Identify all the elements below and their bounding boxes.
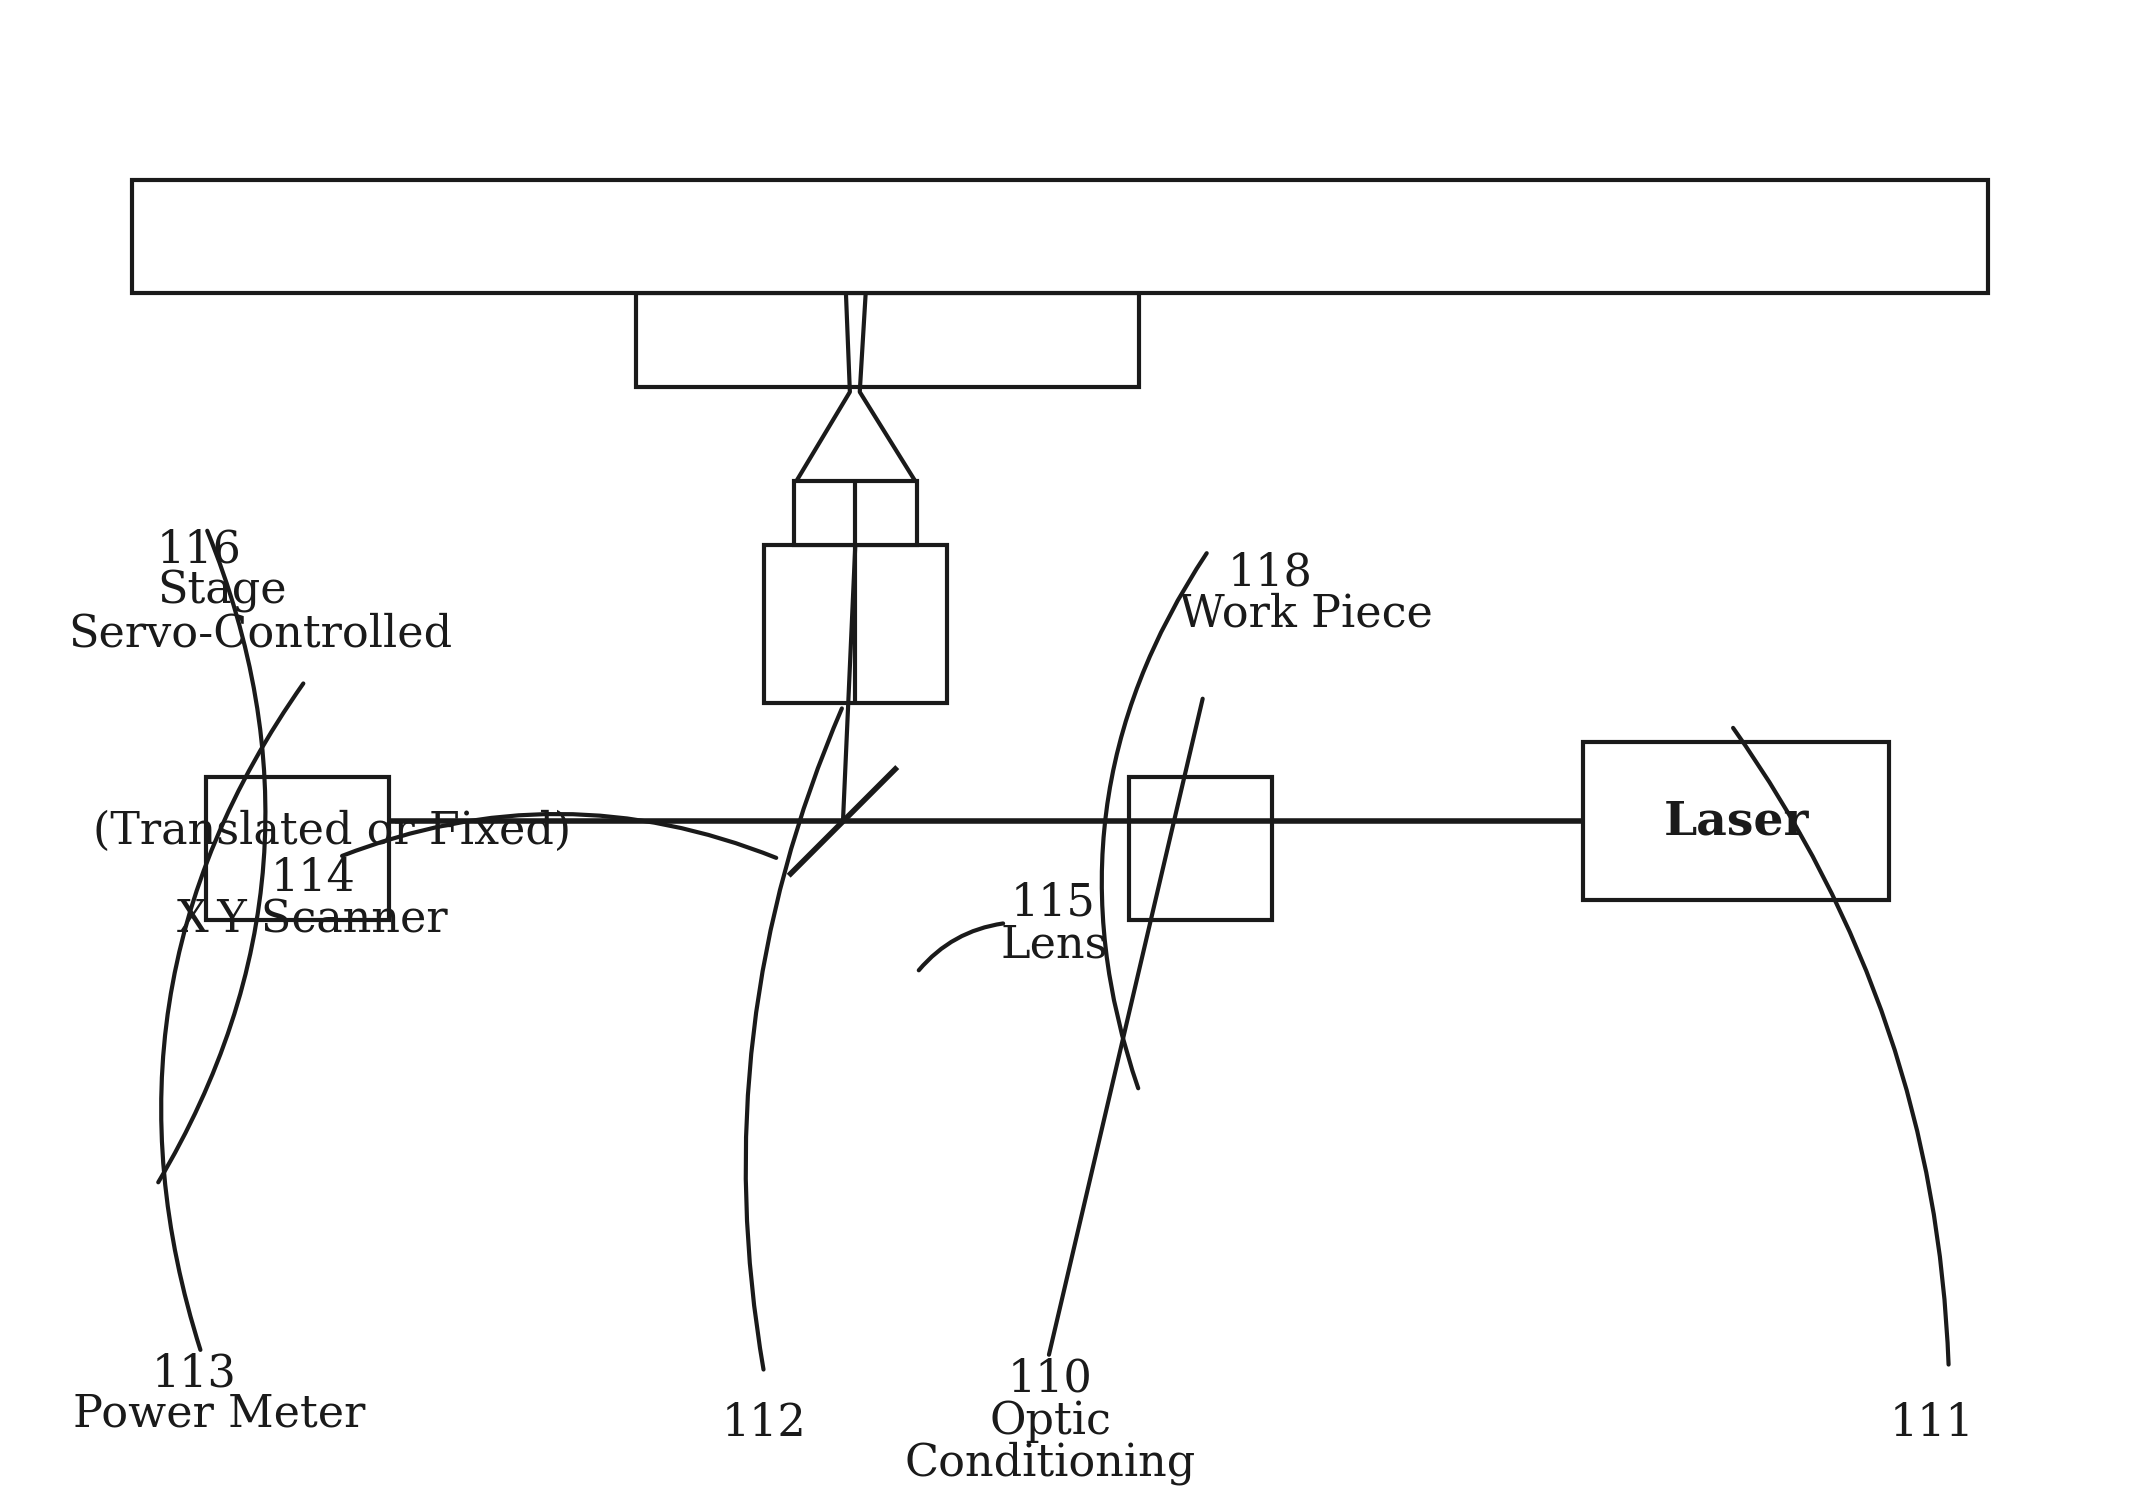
Bar [133, 179, 1988, 294]
Text: 113: 113 [152, 1353, 236, 1395]
Text: Power Meter: Power Meter [73, 1392, 365, 1435]
Text: 116: 116 [157, 528, 242, 571]
Text: Optic: Optic [989, 1399, 1111, 1443]
Bar [1128, 777, 1272, 921]
Bar [794, 480, 918, 545]
Text: 115: 115 [1010, 882, 1096, 925]
Text: Stage: Stage [157, 570, 287, 613]
Bar [206, 777, 388, 921]
Text: X-Y Scanner: X-Y Scanner [176, 898, 446, 941]
Text: Lens: Lens [1002, 924, 1109, 967]
Text: 111: 111 [1890, 1402, 1973, 1446]
Text: Laser: Laser [1665, 798, 1808, 844]
Text: (Translated or Fixed): (Translated or Fixed) [92, 810, 571, 853]
Text: 118: 118 [1227, 551, 1313, 594]
Text: 112: 112 [721, 1402, 807, 1446]
Text: Work Piece: Work Piece [1178, 592, 1433, 636]
Text: 114: 114 [270, 856, 356, 900]
Bar [635, 294, 1139, 386]
Text: Servo-Controlled: Servo-Controlled [69, 612, 453, 655]
Bar [764, 545, 946, 703]
Text: 110: 110 [1008, 1358, 1092, 1401]
Text: Conditioning: Conditioning [905, 1441, 1197, 1485]
Bar [1583, 743, 1890, 900]
